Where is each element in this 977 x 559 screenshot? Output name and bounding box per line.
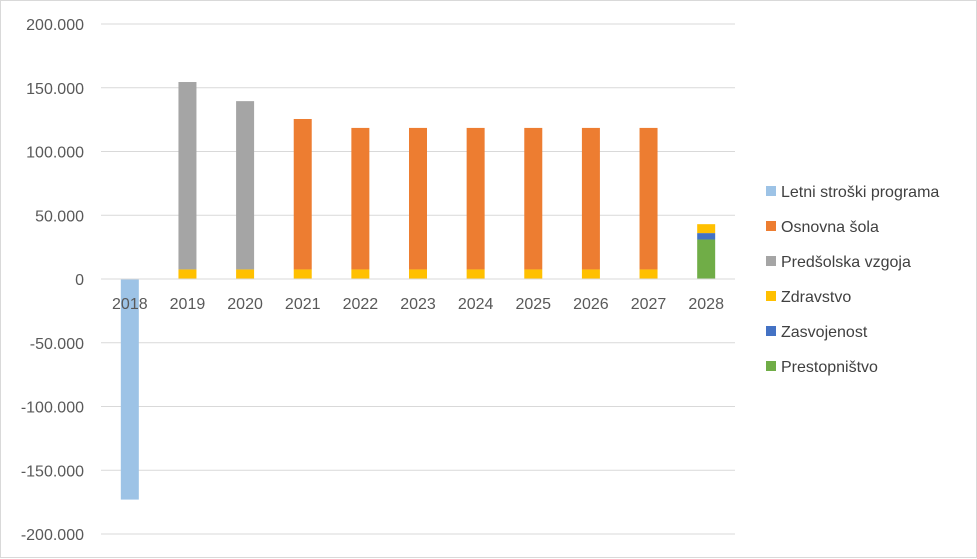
x-tick-label: 2027 — [631, 296, 667, 313]
bar-segment — [293, 118, 312, 270]
y-tick-label: 0 — [75, 272, 84, 289]
y-tick-label: -200.000 — [21, 527, 84, 544]
bar-segment — [409, 269, 427, 279]
bar-segment — [236, 269, 255, 279]
x-tick-label: 2028 — [688, 296, 724, 313]
bars — [120, 82, 716, 500]
x-tick-label: 2025 — [515, 296, 551, 313]
bar-segment — [466, 127, 485, 270]
legend-swatch — [766, 221, 776, 231]
x-tick-label: 2022 — [343, 296, 379, 313]
bar-segment — [351, 269, 370, 279]
legend-label: Osnovna šola — [781, 219, 879, 236]
bar-segment — [697, 239, 716, 279]
bar-segment — [351, 127, 370, 270]
legend-swatch — [766, 326, 776, 336]
bar-segment — [466, 269, 485, 279]
legend-swatch — [766, 256, 776, 266]
bar-segment — [581, 269, 600, 279]
legend-label: Zdravstvo — [781, 289, 851, 306]
x-tick-label: 2026 — [573, 296, 609, 313]
y-tick-label: -50.000 — [30, 336, 84, 353]
legend-swatch — [766, 186, 776, 196]
y-tick-label: 100.000 — [26, 145, 84, 162]
x-tick-label: 2023 — [400, 296, 436, 313]
legend: Letni stroški programa Osnovna šola Predšo… — [766, 184, 939, 376]
bar-segment — [639, 269, 658, 279]
x-tick-label: 2020 — [227, 296, 263, 313]
legend-label: Letni stroški programa — [781, 184, 939, 201]
legend-label: Predšolska vzgoja — [781, 254, 911, 271]
legend-swatch — [766, 361, 776, 371]
legend-label: Zasvojenost — [781, 324, 868, 341]
bar-segment — [697, 224, 716, 234]
bar-segment — [236, 101, 255, 270]
x-tick-label: 2018 — [112, 296, 148, 313]
bar-segment — [120, 279, 139, 500]
x-tick-label: 2019 — [170, 296, 206, 313]
axes: 200.000 150.000 100.000 50.000 0 -50.000 -100.… — [21, 17, 735, 544]
x-tick-label: 2021 — [285, 296, 321, 313]
y-tick-label: -150.000 — [21, 463, 84, 480]
bar-segment — [178, 82, 197, 270]
bar-segment — [697, 233, 716, 240]
bar-segment — [581, 127, 600, 270]
y-tick-label: 200.000 — [26, 17, 84, 34]
bar-segment — [524, 269, 543, 279]
bar-segment — [639, 127, 658, 270]
bar-segment — [178, 269, 197, 279]
x-tick-label: 2024 — [458, 296, 494, 313]
legend-label: Prestopništvo — [781, 359, 878, 376]
bar-segment — [524, 127, 543, 270]
y-tick-label: 150.000 — [26, 81, 84, 98]
y-tick-label: -100.000 — [21, 400, 84, 417]
bar-segment — [293, 269, 312, 279]
bar-segment — [409, 127, 427, 270]
y-tick-label: 50.000 — [35, 208, 84, 225]
legend-swatch — [766, 291, 776, 301]
